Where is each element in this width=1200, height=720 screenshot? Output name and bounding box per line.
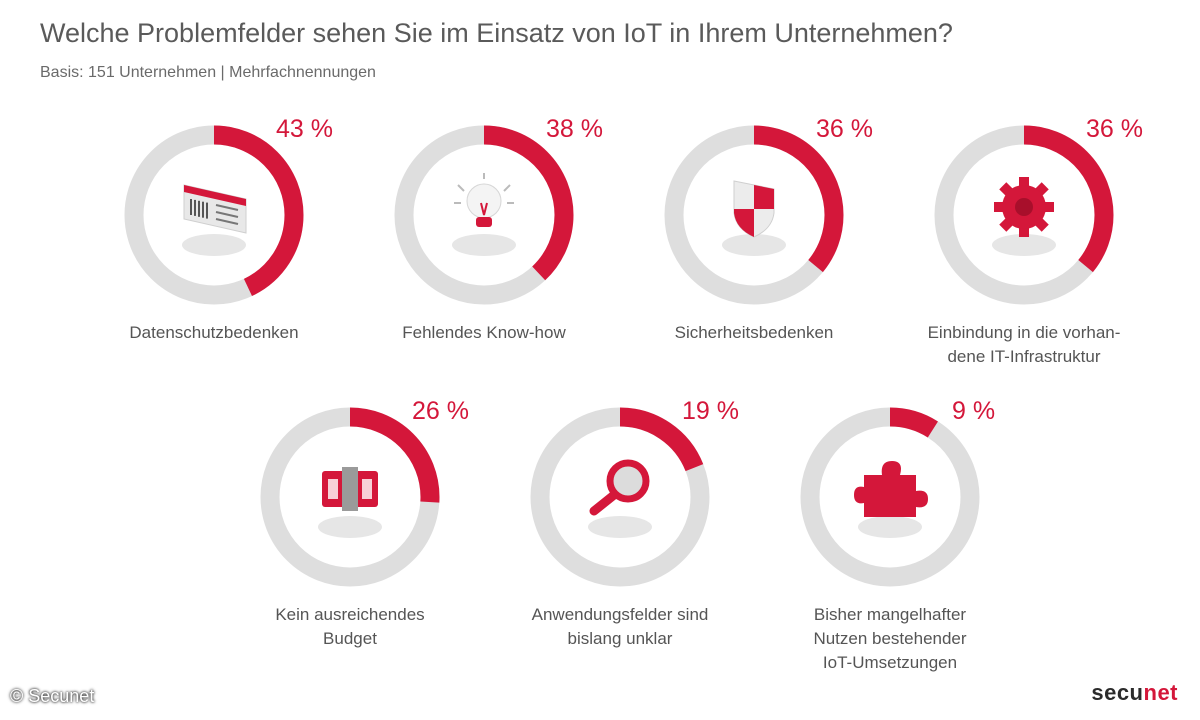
icon-shadow	[452, 234, 516, 256]
id-card-icon	[183, 184, 247, 234]
category-label: Datenschutzbedenken	[129, 323, 299, 342]
magnifier-icon	[589, 459, 650, 516]
gear-icon	[994, 177, 1054, 237]
category-label: Fehlendes Know-how	[402, 323, 566, 342]
category-label: Sicherheitsbedenken	[674, 323, 834, 342]
category-label: Kein ausreichendes Budget	[275, 605, 425, 648]
icon-shadow	[182, 234, 246, 256]
chart-title: Welche Problemfelder sehen Sie im Einsat…	[40, 18, 953, 48]
donut-svg	[394, 125, 574, 305]
donut-value-arc	[124, 125, 304, 305]
donut-svg	[260, 407, 440, 587]
donut-1	[64, 105, 364, 355]
donut-svg	[800, 407, 980, 587]
donut-value-arc	[934, 125, 1114, 305]
donut-value-arc	[260, 407, 440, 587]
brand-suffix: net	[1143, 680, 1178, 705]
donut-svg	[934, 125, 1114, 305]
brand-prefix: secu	[1091, 680, 1144, 705]
icon-shadow	[318, 516, 382, 538]
donut-svg	[664, 125, 844, 305]
donut-value-arc	[800, 407, 980, 587]
value-label: 26 %	[412, 397, 469, 425]
value-label: 9 %	[952, 397, 996, 425]
value-label: 36 %	[816, 115, 873, 143]
icon-shadow	[722, 234, 786, 256]
donut-2	[334, 105, 634, 355]
chart-subtitle: Basis: 151 Unternehmen | Mehrfachnennung…	[40, 64, 376, 81]
donut-3	[604, 105, 904, 355]
brand-logo: secunet	[1091, 680, 1178, 706]
donut-value-arc	[394, 125, 574, 305]
donut-value-arc	[530, 407, 710, 587]
lightbulb-icon	[454, 173, 514, 227]
money-stack-icon	[322, 467, 378, 511]
value-label: 36 %	[1086, 115, 1143, 143]
donut-svg	[124, 125, 304, 305]
value-label: 19 %	[682, 397, 739, 425]
donut-4	[874, 105, 1174, 355]
icon-shadow	[992, 234, 1056, 256]
shield-icon	[733, 180, 775, 238]
category-label: Einbindung in die vorhan- dene IT-Infras…	[927, 323, 1121, 366]
donut-6	[470, 387, 770, 637]
donut-7	[740, 387, 1040, 637]
category-label: Bisher mangelhafter Nutzen bestehender I…	[813, 605, 967, 672]
puzzle-icon	[854, 461, 928, 517]
donut-svg	[530, 407, 710, 587]
icon-shadow	[858, 516, 922, 538]
copyright-note: © Secunet	[10, 686, 95, 706]
category-label: Anwendungsfelder sind bislang unklar	[531, 605, 709, 648]
value-label: 43 %	[276, 115, 333, 143]
value-label: 38 %	[546, 115, 603, 143]
donut-5	[200, 387, 500, 637]
donut-value-arc	[664, 125, 844, 305]
icon-shadow	[588, 516, 652, 538]
